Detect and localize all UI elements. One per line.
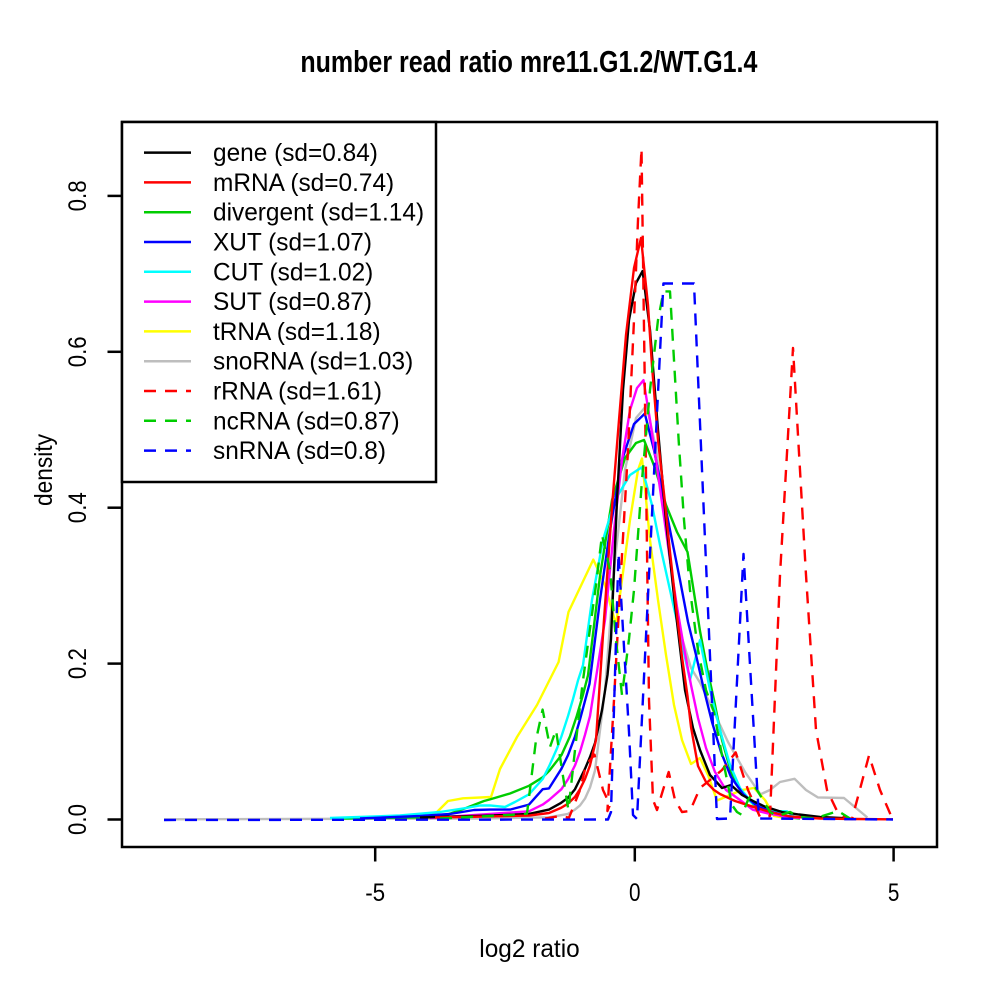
- svg-text:mRNA (sd=0.74): mRNA (sd=0.74): [213, 169, 394, 197]
- svg-text:0.6: 0.6: [64, 336, 92, 367]
- svg-text:snRNA (sd=0.8): snRNA (sd=0.8): [213, 437, 386, 465]
- svg-text:0: 0: [629, 879, 641, 907]
- svg-text:log2 ratio: log2 ratio: [479, 935, 579, 963]
- svg-text:rRNA (sd=1.61): rRNA (sd=1.61): [213, 378, 382, 406]
- svg-text:gene (sd=0.84): gene (sd=0.84): [213, 139, 378, 167]
- svg-text:SUT (sd=0.87): SUT (sd=0.87): [213, 288, 372, 316]
- svg-text:0.2: 0.2: [64, 648, 92, 679]
- svg-text:5: 5: [888, 879, 900, 907]
- svg-text:density: density: [30, 434, 58, 506]
- svg-text:number read ratio mre11.G1.2/W: number read ratio mre11.G1.2/WT.G1.4: [300, 44, 758, 79]
- svg-text:tRNA (sd=1.18): tRNA (sd=1.18): [213, 318, 381, 346]
- svg-text:0.4: 0.4: [64, 492, 92, 523]
- svg-text:divergent (sd=1.14): divergent (sd=1.14): [213, 199, 424, 227]
- svg-text:0.0: 0.0: [64, 804, 92, 835]
- svg-text:ncRNA (sd=0.87): ncRNA (sd=0.87): [213, 407, 400, 435]
- svg-text:-5: -5: [365, 879, 385, 907]
- svg-text:CUT (sd=1.02): CUT (sd=1.02): [213, 258, 373, 286]
- svg-text:0.8: 0.8: [64, 180, 92, 211]
- svg-text:XUT (sd=1.07): XUT (sd=1.07): [213, 229, 372, 257]
- svg-text:snoRNA (sd=1.03): snoRNA (sd=1.03): [213, 348, 413, 376]
